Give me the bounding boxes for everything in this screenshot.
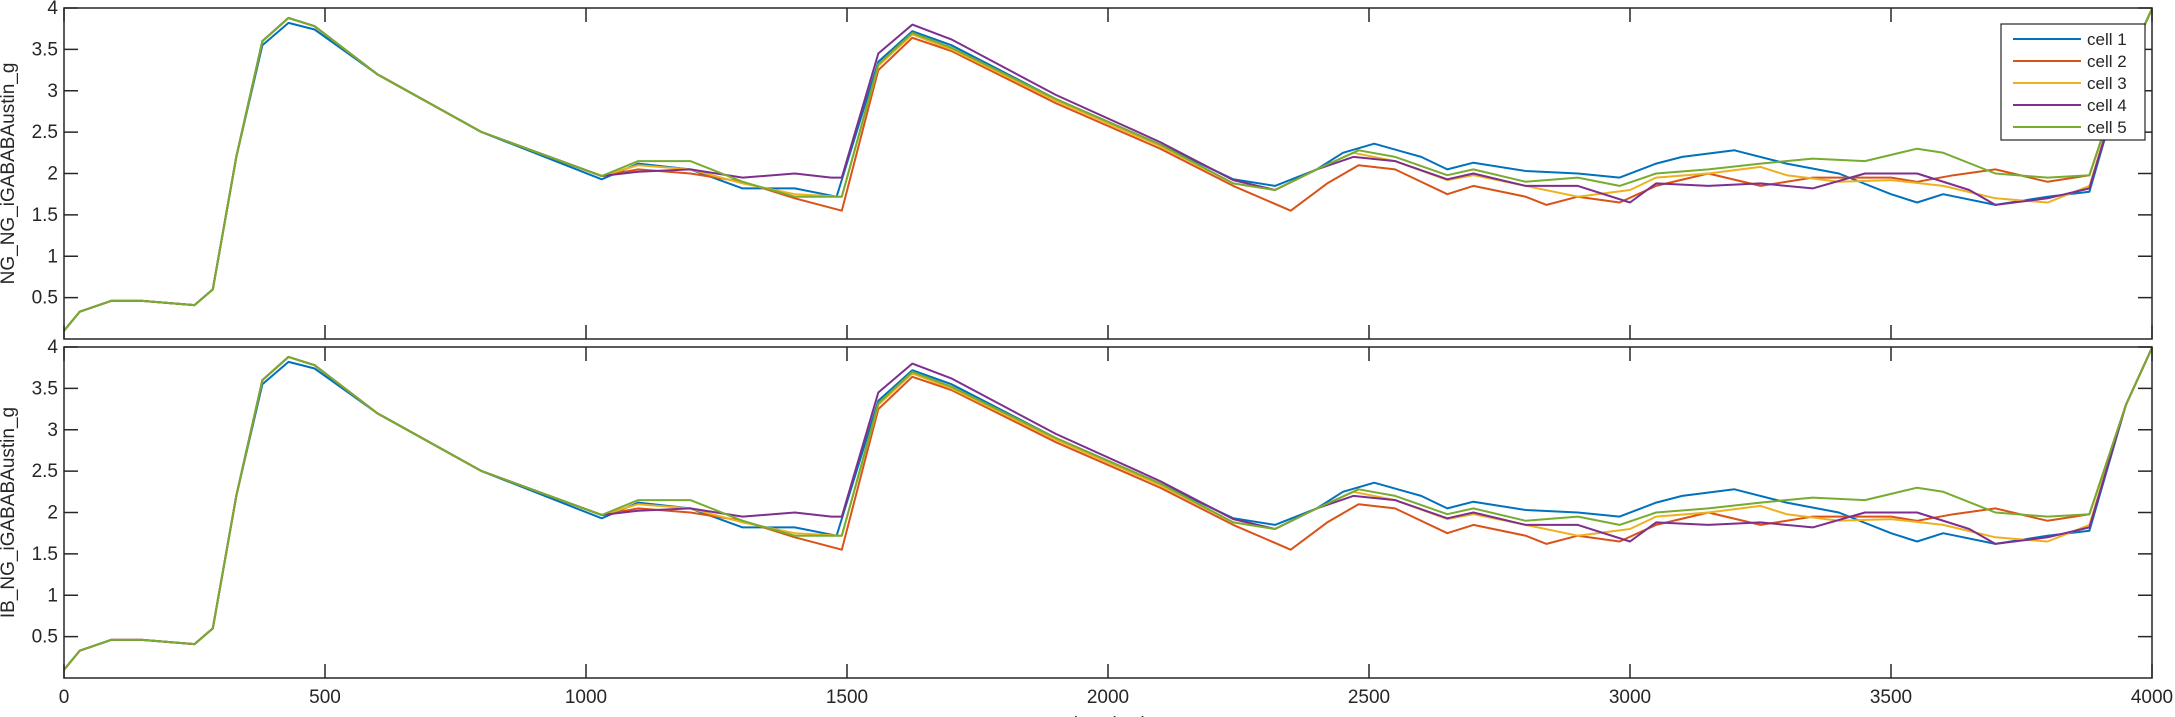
legend: cell 1 cell 2 cell 3 cell 4 cell 5 xyxy=(2000,23,2146,141)
x-tick-label: 3000 xyxy=(1609,687,1651,708)
x-tick-label: 1500 xyxy=(826,687,868,708)
x-tick-label: 500 xyxy=(309,687,341,708)
y-tick-label: 1 xyxy=(47,585,58,606)
series-line-5 xyxy=(63,347,2153,671)
x-tick-label: 3500 xyxy=(1870,687,1912,708)
y-tick-label: 3 xyxy=(47,81,58,102)
x-tick-label: 4000 xyxy=(2131,687,2173,708)
y-axis-label: IB_NG_iGABABAustin_g xyxy=(0,407,19,618)
top-axes: 0.5 1 1.5 2 2.5 3 3.5 4 NG_NG_iGABABAustin_g cell… xyxy=(0,0,2153,340)
series-line-1 xyxy=(63,347,2153,671)
legend-label: cell 5 xyxy=(2087,118,2127,137)
x-tick-label: 2500 xyxy=(1348,687,1390,708)
y-tick-label: 3.5 xyxy=(32,378,58,399)
legend-label: cell 2 xyxy=(2087,52,2127,71)
y-tick-label: 1.5 xyxy=(32,205,58,226)
series-line-3 xyxy=(63,347,2153,671)
y-tick-label: 2.5 xyxy=(32,461,58,482)
y-tick-label: 4 xyxy=(47,337,58,358)
y-tick-label: 1.5 xyxy=(32,544,58,565)
series-line-5 xyxy=(63,8,2153,332)
series-line-3 xyxy=(63,8,2153,332)
y-tick-label: 2 xyxy=(47,164,58,185)
y-tick-label: 1 xyxy=(47,246,58,267)
series-line-2 xyxy=(63,347,2153,671)
y-tick-label: 3 xyxy=(47,420,58,441)
y-axis-label: NG_NG_iGABABAustin_g xyxy=(0,63,19,285)
y-tick-label: 2 xyxy=(47,503,58,524)
x-axis-label: time (ms) xyxy=(1068,714,1147,717)
y-tick-label: 3.5 xyxy=(32,39,58,60)
series-line-2 xyxy=(63,8,2153,332)
legend-label: cell 4 xyxy=(2087,96,2127,115)
legend-label: cell 3 xyxy=(2087,74,2127,93)
y-tick-label: 0.5 xyxy=(32,288,58,309)
x-tick-label: 1000 xyxy=(565,687,607,708)
y-tick-label: 2.5 xyxy=(32,122,58,143)
series-line-4 xyxy=(63,347,2153,671)
series-line-4 xyxy=(63,8,2153,332)
series-line-1 xyxy=(63,8,2153,332)
y-tick-label: 4 xyxy=(47,0,58,19)
x-tick-label: 0 xyxy=(59,687,70,708)
legend-label: cell 1 xyxy=(2087,30,2127,49)
x-tick-label: 2000 xyxy=(1087,687,1129,708)
y-tick-label: 0.5 xyxy=(32,627,58,648)
bottom-axes: 0 500 1000 1500 2000 2500 3000 3500 4000 0.5 1 1.5 2… xyxy=(0,337,2173,717)
